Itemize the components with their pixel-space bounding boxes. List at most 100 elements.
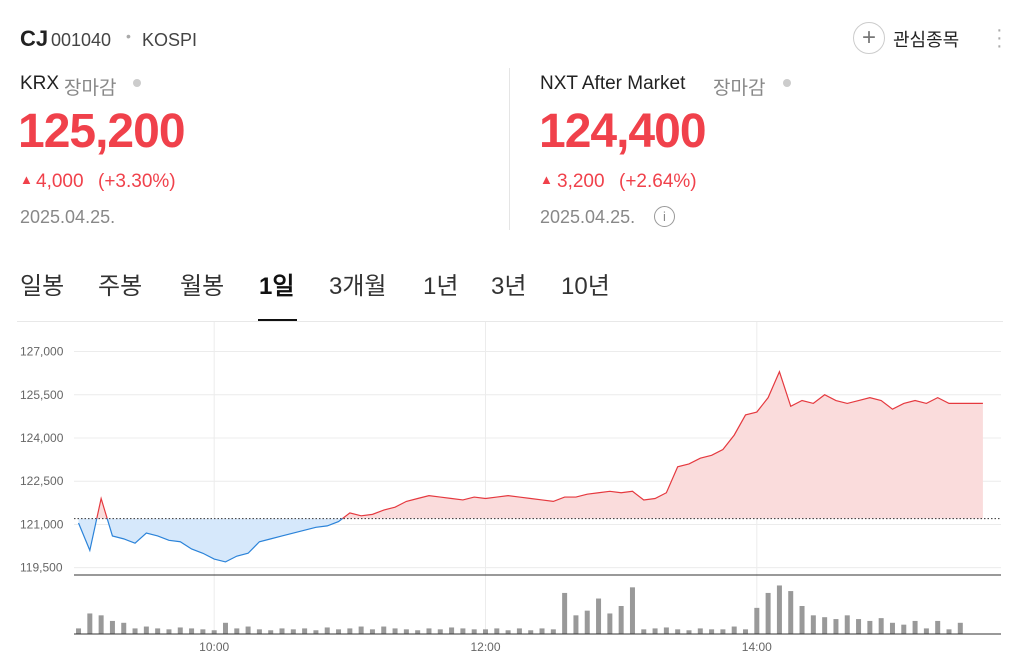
volume-bar bbox=[200, 629, 206, 634]
volume-bar bbox=[573, 615, 579, 634]
up-arrow: ▲ bbox=[540, 172, 553, 187]
volume-bar bbox=[166, 629, 172, 634]
volume-bar bbox=[369, 629, 375, 634]
volume-bar bbox=[268, 630, 274, 634]
y-tick-label: 119,500 bbox=[20, 561, 63, 575]
stock-name: CJ bbox=[20, 26, 49, 51]
volume-bar bbox=[867, 620, 873, 634]
volume-bar bbox=[935, 620, 941, 634]
nxt-rate: (+2.64%) bbox=[619, 171, 697, 192]
volume-bar bbox=[121, 622, 127, 634]
volume-bar bbox=[87, 613, 93, 634]
tab-border bbox=[17, 321, 1003, 322]
volume-bar bbox=[697, 628, 703, 634]
volume-bar bbox=[539, 628, 545, 634]
volume-bar bbox=[822, 617, 828, 634]
x-tick-label: 10:00 bbox=[199, 640, 229, 654]
krx-rate: (+3.30%) bbox=[98, 171, 176, 192]
menu-button[interactable]: · · · bbox=[996, 19, 1003, 57]
volume-bar bbox=[516, 628, 522, 634]
volume-bar bbox=[132, 628, 138, 634]
volume-bar bbox=[460, 628, 466, 634]
separator: • bbox=[126, 28, 131, 44]
volume-bar bbox=[765, 592, 771, 634]
volume-bar bbox=[629, 587, 635, 634]
tab[interactable]: 일봉 bbox=[20, 273, 65, 300]
tab-underline bbox=[258, 319, 297, 321]
volume-bar bbox=[946, 629, 952, 634]
volume-bar bbox=[358, 626, 364, 634]
volume-bar bbox=[878, 618, 884, 634]
volume-bar bbox=[754, 607, 760, 634]
area-fill bbox=[78, 371, 983, 562]
volume-bar bbox=[324, 627, 330, 634]
volume-bar bbox=[482, 629, 488, 634]
volume-bar bbox=[76, 628, 82, 634]
watch-button[interactable]: 관심종목 bbox=[893, 30, 960, 50]
volume-bar bbox=[810, 615, 816, 634]
divider bbox=[509, 68, 510, 230]
krx-change: 4,000 bbox=[36, 171, 84, 192]
nxt-status: 장마감 bbox=[713, 78, 766, 99]
volume-bar bbox=[155, 628, 161, 634]
volume-bar bbox=[675, 629, 681, 634]
nxt-date: 2025.04.25. bbox=[540, 207, 636, 227]
volume-bar bbox=[177, 627, 183, 634]
volume-bar bbox=[901, 624, 907, 634]
volume-bar bbox=[109, 620, 115, 634]
volume-bar bbox=[607, 613, 613, 634]
x-tick-label: 12:00 bbox=[470, 640, 500, 654]
info-icon[interactable]: i bbox=[654, 206, 675, 227]
volume-bar bbox=[189, 628, 195, 634]
krx-label: KRX bbox=[20, 73, 60, 94]
volume-bar bbox=[799, 606, 805, 634]
volume-bar bbox=[336, 629, 342, 634]
krx-status: 장마감 bbox=[64, 78, 117, 99]
tab[interactable]: 1일 bbox=[259, 273, 295, 300]
volume-bar bbox=[347, 628, 353, 634]
volume-bar bbox=[256, 629, 262, 634]
volume-bar bbox=[98, 615, 104, 634]
volume-bar bbox=[290, 629, 296, 634]
nxt-label: NXT After Market bbox=[540, 73, 686, 94]
tab[interactable]: 1년 bbox=[423, 273, 459, 300]
market: KOSPI bbox=[142, 30, 198, 50]
volume-bar bbox=[912, 620, 918, 634]
volume-bar bbox=[313, 630, 319, 634]
volume-bar bbox=[641, 629, 647, 634]
tab[interactable]: 주봉 bbox=[98, 273, 143, 300]
y-tick-label: 121,000 bbox=[20, 517, 64, 531]
tab[interactable]: 10년 bbox=[561, 273, 610, 300]
volume-bar bbox=[889, 622, 895, 634]
volume-bar bbox=[562, 592, 568, 634]
tab[interactable]: 3년 bbox=[491, 273, 527, 300]
volume-bar bbox=[550, 629, 556, 634]
volume-bar bbox=[505, 630, 511, 634]
volume-bar bbox=[471, 629, 477, 634]
volume-bar bbox=[652, 628, 658, 634]
stock-code: 001040 bbox=[51, 30, 112, 50]
up-arrow: ▲ bbox=[20, 172, 33, 187]
nxt-price: 124,400 bbox=[539, 105, 707, 158]
nxt-change: 3,200 bbox=[557, 171, 605, 192]
add-button[interactable]: + bbox=[853, 22, 885, 54]
volume-bar bbox=[743, 629, 749, 634]
status-dot bbox=[783, 79, 791, 87]
tab[interactable]: 월봉 bbox=[180, 273, 225, 300]
krx-price: 125,200 bbox=[18, 105, 186, 158]
volume-bar bbox=[279, 628, 285, 634]
y-tick-label: 125,500 bbox=[20, 388, 64, 402]
volume-bar bbox=[788, 591, 794, 634]
y-tick-label: 124,000 bbox=[20, 431, 64, 445]
x-tick-label: 14:00 bbox=[742, 640, 772, 654]
volume-bar bbox=[426, 628, 432, 634]
volume-bar bbox=[437, 629, 443, 634]
tab[interactable]: 3개월 bbox=[329, 273, 387, 300]
volume-bar bbox=[449, 627, 455, 634]
volume-bar bbox=[222, 622, 228, 634]
volume-bar bbox=[302, 628, 308, 634]
y-tick-label: 122,500 bbox=[20, 474, 64, 488]
volume-bar bbox=[143, 626, 149, 634]
